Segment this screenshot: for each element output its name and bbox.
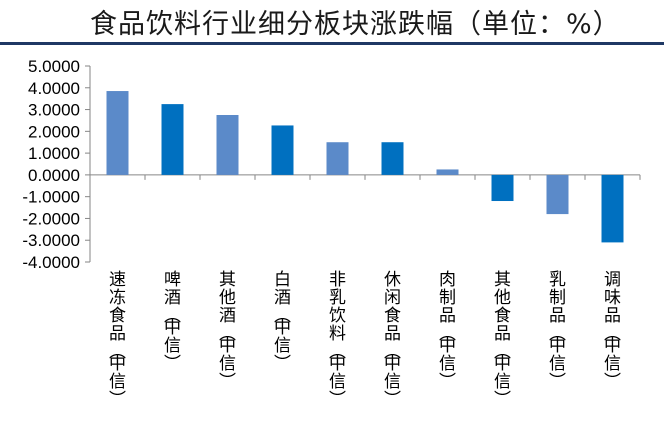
x-category-label: 白酒︵中信︶ (274, 270, 291, 374)
y-tick-label: -4.0000 (22, 253, 80, 272)
x-category-label: 非乳饮料︵中信︶ (329, 270, 346, 410)
bar (546, 174, 569, 215)
x-category-label: 休闲食品︵中信︶ (384, 270, 401, 410)
y-tick-label: 1.0000 (28, 144, 80, 163)
bar (161, 104, 184, 175)
y-tick-label: 2.0000 (28, 122, 80, 141)
x-category-label: 其他酒︵中信︶ (219, 270, 236, 392)
x-category-label: 其他食品︵中信︶ (494, 270, 511, 410)
bar (106, 91, 129, 175)
y-tick-label: 4.0000 (28, 79, 80, 98)
bar (271, 125, 294, 175)
x-category-label: 啤酒︵中信︶ (164, 270, 181, 374)
bar (216, 115, 239, 175)
x-category-label: 肉制品︵中信︶ (439, 270, 456, 392)
y-tick-label: -2.0000 (22, 209, 80, 228)
y-tick-label: 3.0000 (28, 101, 80, 120)
title-underline (0, 42, 664, 45)
y-tick-label: 0.0000 (28, 166, 80, 185)
bar (326, 142, 349, 175)
bar (381, 142, 404, 175)
bar (491, 174, 514, 202)
x-category-label: 乳制品︵中信︶ (549, 270, 566, 392)
chart-title: 食品饮料行业细分板块涨跌幅（单位：%） (90, 9, 621, 40)
y-tick-label: -3.0000 (22, 231, 80, 250)
bar (601, 174, 624, 243)
y-tick-label: -1.0000 (22, 188, 80, 207)
y-tick-label: 5.0000 (28, 57, 80, 76)
x-category-label: 速冻食品︵中信︶ (109, 270, 126, 410)
bar (436, 169, 459, 175)
x-category-label: 调味品︵中信︶ (604, 270, 621, 392)
